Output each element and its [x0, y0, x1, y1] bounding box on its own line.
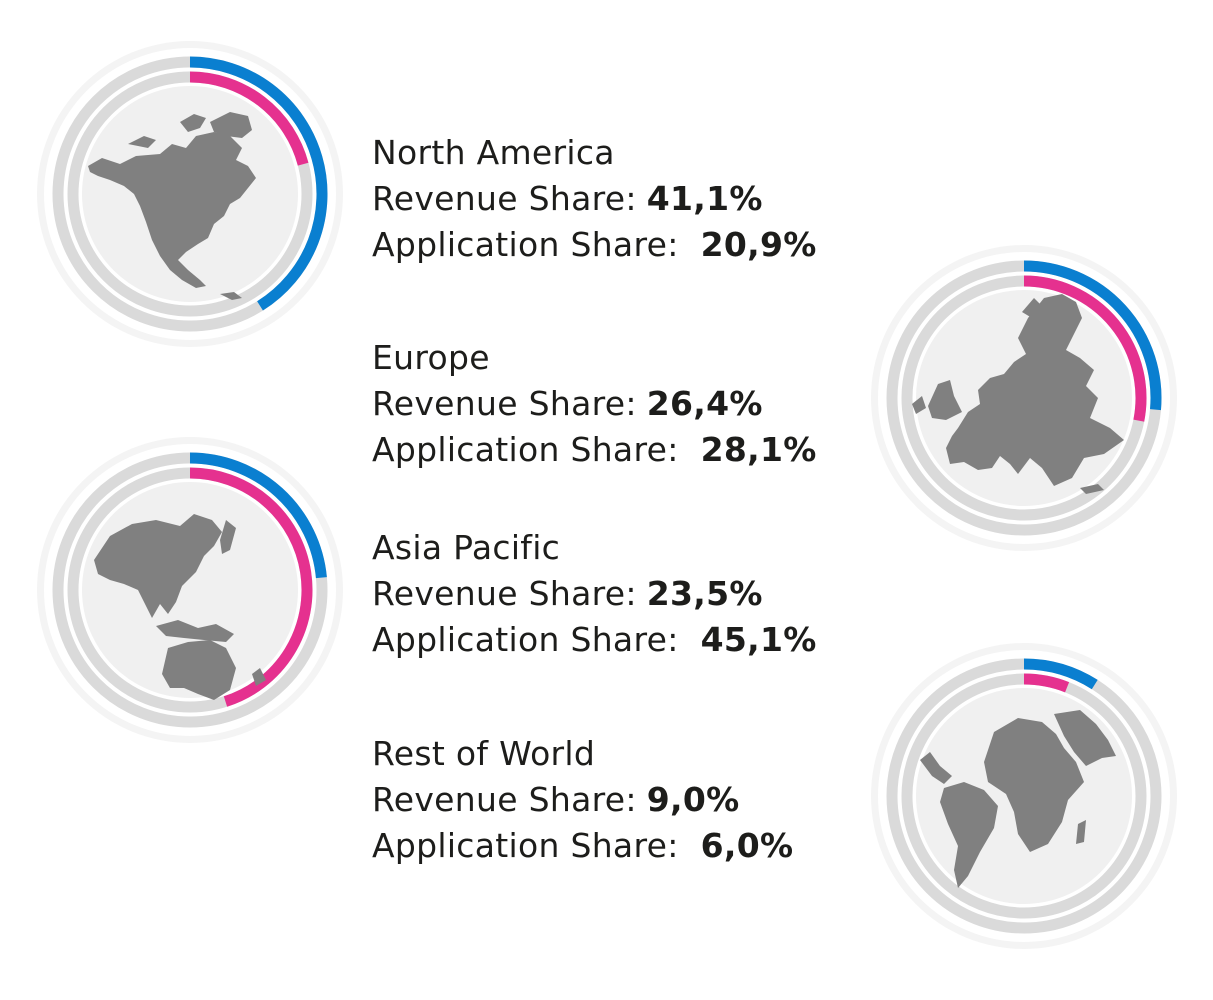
donut-svg — [871, 245, 1177, 551]
region-block-rest-of-world: Rest of World Revenue Share: 9,0% Applica… — [372, 731, 793, 869]
revenue-share-value: 26,4% — [646, 384, 763, 423]
region-name: Rest of World — [372, 734, 596, 773]
region-block-north-america: North America Revenue Share: 41,1% Applic… — [372, 130, 817, 268]
application-share-label: Application Share: — [372, 430, 679, 469]
application-share-value: 45,1% — [700, 620, 817, 659]
revenue-share-arc — [189, 56, 328, 311]
north-america-map-icon — [88, 112, 256, 300]
revenue-share-label: Revenue Share: — [372, 384, 637, 423]
revenue-share-label: Revenue Share: — [372, 780, 637, 819]
revenue-share-value: 9,0% — [646, 780, 740, 819]
revenue-share-label: Revenue Share: — [372, 574, 637, 613]
application-share-value: 20,9% — [700, 225, 817, 264]
asia-pacific-map-icon — [94, 514, 266, 700]
application-share-value: 28,1% — [700, 430, 817, 469]
revenue-share-value: 23,5% — [646, 574, 763, 613]
application-share-arc — [189, 467, 313, 707]
revenue-share-label: Revenue Share: — [372, 179, 637, 218]
donut-svg — [871, 643, 1177, 949]
revenue-share-arc — [1023, 658, 1098, 690]
application-share-arc — [189, 71, 309, 166]
europe-map-icon — [912, 294, 1124, 494]
donut-svg — [37, 41, 343, 347]
revenue-share-value: 41,1% — [646, 179, 763, 218]
region-block-europe: Europe Revenue Share: 26,4% Application S… — [372, 335, 817, 473]
rest-of-world-map-icon — [920, 710, 1116, 888]
application-share-label: Application Share: — [372, 225, 679, 264]
donut-europe — [871, 245, 1177, 551]
application-share-label: Application Share: — [372, 620, 679, 659]
donut-svg — [37, 437, 343, 743]
revenue-share-arc — [189, 452, 327, 579]
application-share-value: 6,0% — [700, 826, 794, 865]
donut-asia-pacific — [37, 437, 343, 743]
revenue-share-arc — [1023, 260, 1162, 411]
region-name: Asia Pacific — [372, 528, 561, 567]
region-block-asia-pacific: Asia Pacific Revenue Share: 23,5% Applica… — [372, 525, 817, 663]
region-name: North America — [372, 133, 615, 172]
application-share-arc — [1023, 275, 1147, 422]
application-share-arc — [1023, 673, 1070, 693]
donut-rest-of-world — [871, 643, 1177, 949]
region-name: Europe — [372, 338, 490, 377]
application-share-label: Application Share: — [372, 826, 679, 865]
donut-north-america — [37, 41, 343, 347]
